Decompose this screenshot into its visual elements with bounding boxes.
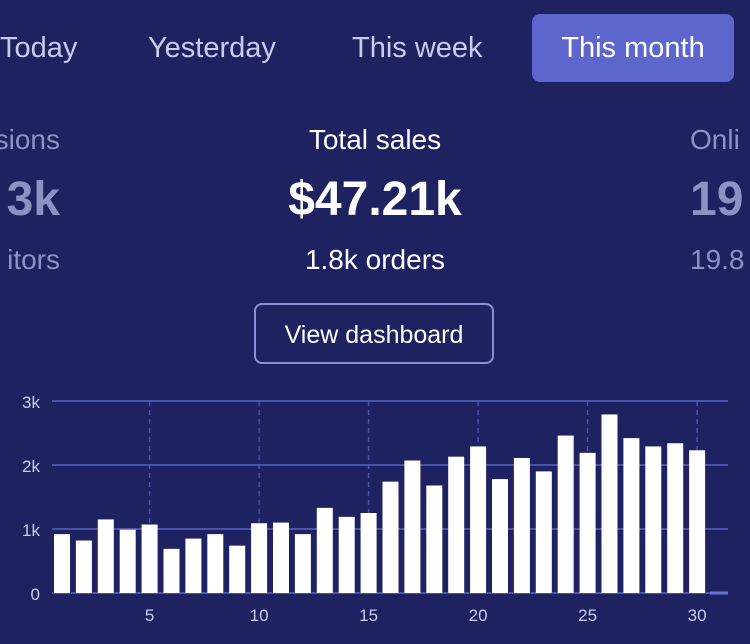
online-value: 19	[690, 173, 744, 226]
y-tick-label-2k: 2k	[22, 457, 40, 476]
x-tick-label-15: 15	[359, 606, 378, 625]
tab-this-week[interactable]: This week	[352, 14, 483, 82]
online-stat-card[interactable]: Onli 19 19.8	[690, 118, 750, 282]
y-tick-label-3k: 3k	[22, 393, 40, 412]
orders-count: 1.8k orders	[304, 244, 446, 275]
bar-day-4	[119, 529, 136, 593]
bar-day-19	[448, 456, 465, 593]
bar-day-13	[316, 507, 333, 593]
bar-day-14	[338, 516, 355, 593]
tab-today[interactable]: Today	[0, 14, 77, 82]
x-tick-label-5: 5	[145, 606, 154, 625]
bar-day-21	[492, 479, 508, 593]
bar-day-1	[54, 534, 70, 593]
tab-this-month[interactable]: This month	[532, 14, 734, 82]
tab-this-week-label: This week	[352, 32, 483, 64]
period-tabs: Today Yesterday This week This month	[0, 0, 750, 100]
sessions-label: sions	[0, 124, 60, 155]
view-dashboard-button[interactable]: View dashboard	[254, 303, 494, 364]
online-label: Onli	[690, 124, 740, 155]
x-tick-label-20: 20	[469, 606, 488, 625]
tab-yesterday[interactable]: Yesterday	[148, 14, 276, 82]
bar-day-17	[404, 460, 421, 593]
sessions-stat-card[interactable]: sions 3k itors	[0, 118, 60, 282]
bar-day-18	[426, 485, 443, 593]
bar-day-10	[251, 523, 268, 593]
x-tick-label-25: 25	[578, 606, 597, 625]
bar-day-30	[689, 450, 706, 593]
bar-day-28	[645, 446, 662, 593]
total-sales-value: $47.21k	[288, 173, 462, 226]
sessions-value: 3k	[6, 173, 60, 226]
daily-sales-bar-chart: 0 1k 2k 3k 5 10 15 20 25 30	[22, 393, 728, 625]
bar-day-24	[557, 435, 574, 593]
tab-today-label: Today	[0, 32, 78, 64]
bar-day-12	[294, 534, 311, 593]
y-tick-label-0: 0	[31, 585, 40, 604]
bar-day-26	[601, 414, 618, 593]
x-tick-label-30: 30	[688, 606, 707, 625]
x-tick-label-10: 10	[250, 606, 269, 625]
bar-day-15	[360, 513, 377, 593]
bar-day-9	[229, 545, 246, 593]
total-sales-stat-card: Total sales $47.21k 1.8k orders	[200, 118, 550, 282]
total-sales-label: Total sales	[308, 124, 442, 155]
bar-day-29	[667, 443, 684, 593]
bar-day-6	[163, 548, 180, 593]
bar-day-5	[141, 524, 158, 593]
bar-day-7	[185, 538, 202, 593]
bar-day-22	[513, 457, 530, 593]
tab-yesterday-label: Yesterday	[148, 32, 276, 64]
visitors-sub: itors	[7, 244, 60, 275]
bar-day-20	[470, 446, 487, 593]
tab-this-month-label: This month	[561, 32, 705, 64]
online-sub: 19.8	[690, 244, 745, 275]
bar-day-11	[273, 522, 289, 593]
bar-day-3	[97, 519, 114, 593]
bar-day-23	[535, 471, 552, 593]
bar-day-8	[207, 534, 224, 593]
bar-day-27	[623, 438, 640, 593]
bar-day-25	[579, 452, 596, 593]
bar-day-16	[382, 481, 399, 593]
y-tick-label-1k: 1k	[22, 521, 40, 540]
bar-day-2	[75, 540, 92, 593]
